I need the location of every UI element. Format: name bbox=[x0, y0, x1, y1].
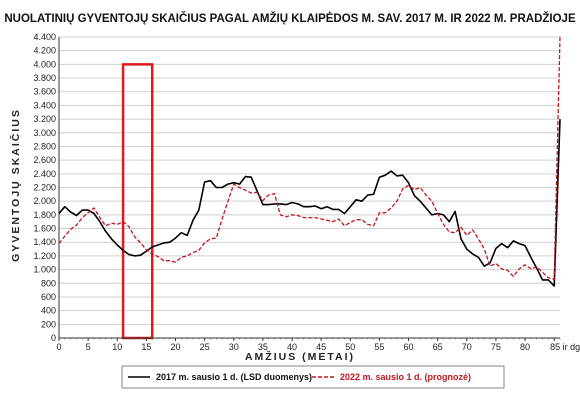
x-axis-label: AMŽIUS (METAI) bbox=[245, 350, 355, 363]
y-tick-label: 800 bbox=[41, 278, 56, 288]
y-tick-label: 3.600 bbox=[33, 87, 56, 97]
y-tick-label: 3.200 bbox=[33, 114, 56, 124]
x-tick-label: 65 bbox=[433, 342, 443, 352]
series-line-2022 bbox=[58, 36, 561, 280]
y-tick-label: 200 bbox=[41, 319, 56, 329]
x-tick-label: 15 bbox=[141, 342, 151, 352]
x-tick-label: 60 bbox=[404, 342, 414, 352]
y-tick-label: 1.400 bbox=[33, 237, 56, 247]
y-tick-label: 0 bbox=[51, 333, 56, 343]
y-tick-label: 3.000 bbox=[33, 128, 56, 138]
chart-title: NUOLATINIŲ GYVENTOJŲ SKAIČIUS PAGAL AMŽI… bbox=[4, 12, 576, 25]
legend-label: 2022 m. sausio 1 d. (prognozė) bbox=[340, 372, 471, 382]
x-tick-label: 85 ir dg. bbox=[550, 342, 580, 352]
y-tick-label: 3.400 bbox=[33, 100, 56, 110]
x-tick-label: 80 bbox=[520, 342, 530, 352]
y-tick-label: 2.800 bbox=[33, 141, 56, 151]
y-tick-label: 1.600 bbox=[33, 224, 56, 234]
y-tick-label: 1.800 bbox=[33, 210, 56, 220]
x-tick-label: 5 bbox=[86, 342, 91, 352]
legend-label: 2017 m. sausio 1 d. (LSD duomenys) bbox=[156, 372, 312, 382]
gridlines bbox=[59, 36, 560, 325]
x-tick-label: 40 bbox=[287, 342, 297, 352]
x-tick-label: 45 bbox=[316, 342, 326, 352]
x-tick-label: 30 bbox=[229, 342, 239, 352]
x-tick-label: 0 bbox=[56, 342, 61, 352]
y-tick-label: 4.000 bbox=[33, 59, 56, 69]
y-tick-label: 2.400 bbox=[33, 169, 56, 179]
y-tick-label: 2.600 bbox=[33, 155, 56, 165]
y-tick-label: 600 bbox=[41, 292, 56, 302]
legend: 2017 m. sausio 1 d. (LSD duomenys) 2022 m… bbox=[121, 365, 505, 389]
axes bbox=[58, 37, 561, 341]
x-tick-label: 75 bbox=[491, 342, 501, 352]
y-tick-label: 2.200 bbox=[33, 183, 56, 193]
y-tick-label: 4.200 bbox=[33, 46, 56, 56]
x-tick-label: 25 bbox=[200, 342, 210, 352]
y-tick-label: 1.200 bbox=[33, 251, 56, 261]
y-tick-label: 3.800 bbox=[33, 73, 56, 83]
y-tick-label: 4.400 bbox=[33, 32, 56, 42]
y-tick-label: 400 bbox=[41, 306, 56, 316]
x-tick-label: 10 bbox=[112, 342, 122, 352]
x-tick-label: 50 bbox=[345, 342, 355, 352]
x-tick-label: 55 bbox=[374, 342, 384, 352]
y-tick-label: 2.000 bbox=[33, 196, 56, 206]
x-tick-label: 35 bbox=[258, 342, 268, 352]
series-lines bbox=[58, 36, 561, 287]
y-tick-label: 1.000 bbox=[33, 265, 56, 275]
x-tick-label: 20 bbox=[171, 342, 181, 352]
tick-labels: 02004006008001.0001.2001.4001.6001.8002.… bbox=[33, 32, 580, 352]
x-tick-label: 70 bbox=[462, 342, 472, 352]
y-axis-label: GYVENTOJŲ SKAIČIUS bbox=[9, 108, 22, 262]
series-line-2017 bbox=[58, 119, 561, 287]
